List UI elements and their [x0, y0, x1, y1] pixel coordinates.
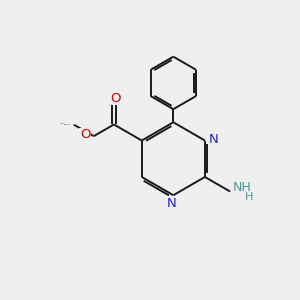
Text: methyl: methyl — [61, 122, 66, 124]
Text: methyl: methyl — [71, 124, 76, 125]
Text: N: N — [209, 134, 218, 146]
Text: N: N — [167, 197, 177, 210]
Text: O: O — [110, 92, 121, 105]
Text: methyl: methyl — [71, 123, 76, 124]
Text: NH: NH — [233, 181, 252, 194]
Text: H: H — [245, 192, 254, 202]
Text: methyl_bg: methyl_bg — [64, 123, 71, 125]
Text: O: O — [80, 128, 90, 141]
